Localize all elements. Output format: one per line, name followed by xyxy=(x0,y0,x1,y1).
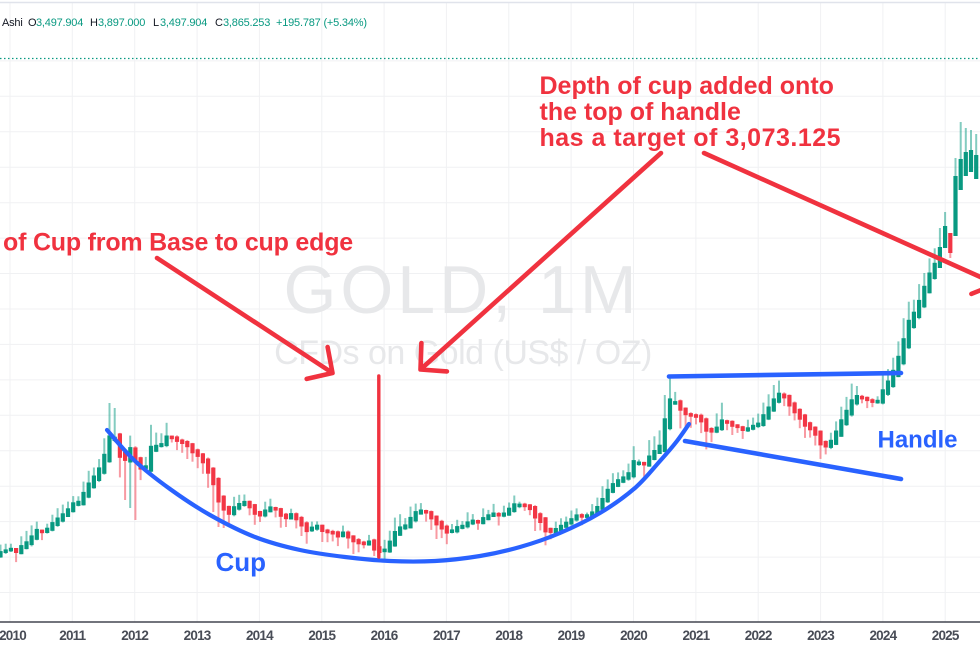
svg-text:C: C xyxy=(215,17,223,29)
svg-text:2013: 2013 xyxy=(184,628,212,643)
svg-text:O: O xyxy=(28,17,37,29)
svg-text:2022: 2022 xyxy=(745,628,772,643)
svg-text:L: L xyxy=(153,17,159,29)
svg-text:2015: 2015 xyxy=(308,628,336,643)
svg-text:the top of handle: the top of handle xyxy=(540,98,741,126)
svg-text:2024: 2024 xyxy=(869,628,897,643)
svg-text:2011: 2011 xyxy=(59,628,86,643)
svg-text:2010: 2010 xyxy=(0,628,26,643)
svg-text:3,497.904: 3,497.904 xyxy=(36,17,83,29)
svg-text:2017: 2017 xyxy=(433,628,460,643)
svg-text:2014: 2014 xyxy=(246,628,274,643)
svg-text:Ashi: Ashi xyxy=(2,17,23,29)
svg-text:2021: 2021 xyxy=(682,628,710,643)
svg-text:has a target of 3,073.125: has a target of 3,073.125 xyxy=(540,124,842,152)
svg-text:Depth of cup added onto: Depth of cup added onto xyxy=(540,72,834,100)
svg-text:2019: 2019 xyxy=(558,628,585,643)
svg-text:of Cup from Base to cup edge: of Cup from Base to cup edge xyxy=(3,229,353,257)
svg-text:2020: 2020 xyxy=(620,628,647,643)
svg-text:2012: 2012 xyxy=(121,628,148,643)
svg-text:Cup: Cup xyxy=(216,547,267,577)
svg-text:CFDs on Gold (US$ / OZ): CFDs on Gold (US$ / OZ) xyxy=(274,334,652,372)
svg-text:2016: 2016 xyxy=(371,628,399,643)
svg-text:3,497.904: 3,497.904 xyxy=(160,17,207,29)
svg-text:+195.787 (+5.34%): +195.787 (+5.34%) xyxy=(276,17,367,29)
svg-text:H: H xyxy=(90,17,98,29)
svg-text:3,897.000: 3,897.000 xyxy=(98,17,145,29)
svg-text:2023: 2023 xyxy=(807,628,835,643)
svg-text:3,865.253: 3,865.253 xyxy=(223,17,270,29)
svg-text:GOLD, 1M: GOLD, 1M xyxy=(284,252,641,328)
svg-text:Handle: Handle xyxy=(878,427,958,454)
svg-text:2025: 2025 xyxy=(932,628,960,643)
svg-text:2018: 2018 xyxy=(495,628,523,643)
